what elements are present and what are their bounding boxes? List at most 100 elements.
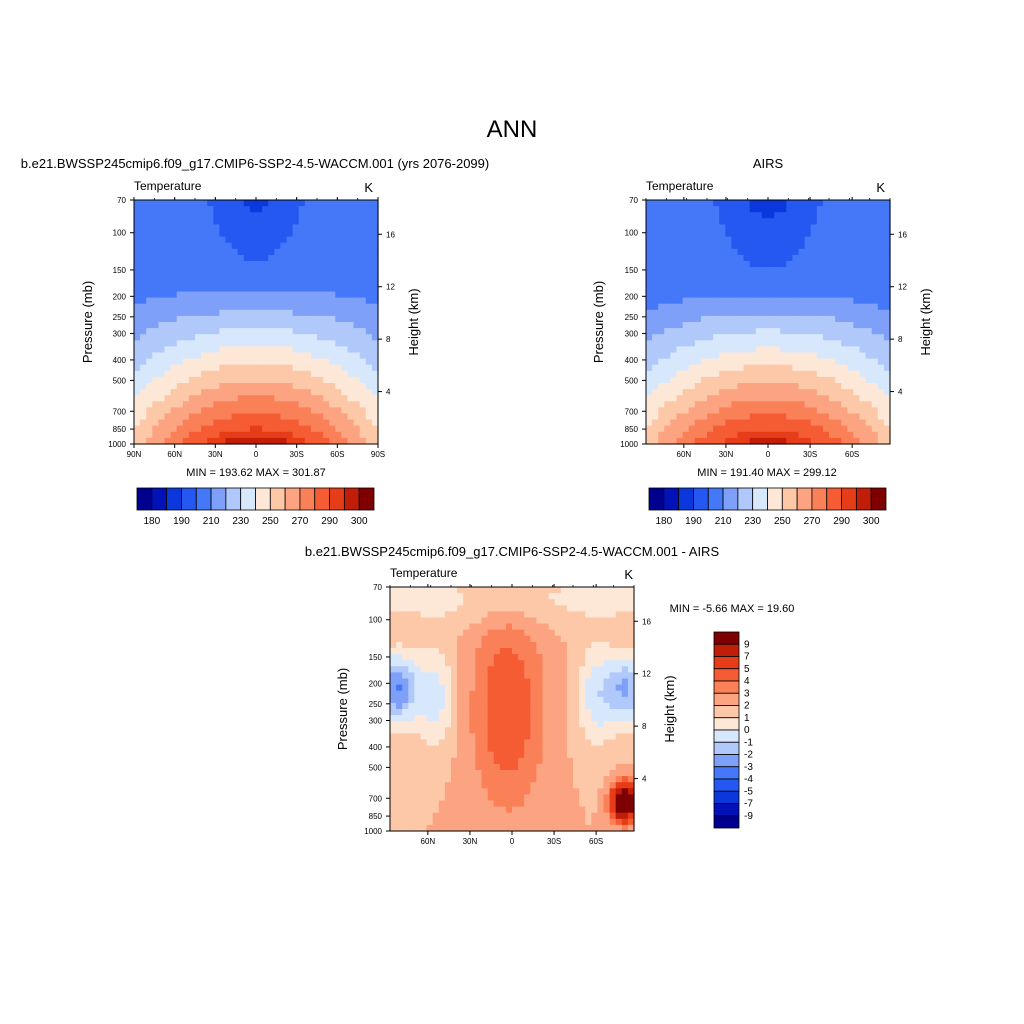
contour-cell <box>457 806 464 814</box>
contour-cell <box>755 200 763 207</box>
contour-cell <box>877 395 885 402</box>
contour-cell <box>621 709 629 716</box>
contour-cell <box>670 346 678 354</box>
contour-cell <box>402 727 409 734</box>
contour-cell <box>822 401 830 408</box>
contour-cell <box>829 413 836 421</box>
contour-cell <box>487 709 495 716</box>
contour-cell <box>457 757 464 765</box>
contour-cell <box>146 407 153 415</box>
contour-cell <box>262 291 269 299</box>
contour-cell <box>835 395 842 402</box>
contour-cell <box>585 702 592 710</box>
contour-cell <box>213 230 220 238</box>
contour-cell <box>542 672 550 680</box>
contour-cell <box>865 303 873 311</box>
contour-cell <box>688 352 696 360</box>
contour-cell <box>731 291 739 299</box>
contour-cell <box>420 629 428 637</box>
contour-cell <box>298 297 306 305</box>
contour-cell <box>542 623 550 631</box>
contour-cell <box>353 230 361 238</box>
contour-cell <box>359 291 367 299</box>
contour-cell <box>323 309 330 317</box>
contour-cell <box>353 364 361 372</box>
contour-cell <box>390 696 397 704</box>
contour-cell <box>317 425 324 433</box>
contour-cell <box>274 254 281 262</box>
contour-cell <box>207 200 214 207</box>
contour-cell <box>694 285 702 293</box>
contour-cell <box>420 782 428 789</box>
contour-cell <box>140 346 147 354</box>
contour-cell <box>353 224 361 232</box>
contour-cell <box>341 340 349 347</box>
contour-cell <box>243 358 251 366</box>
contour-cell <box>688 437 696 445</box>
contour-cell <box>518 684 525 692</box>
contour-cell <box>414 641 422 649</box>
contour-cell <box>457 660 464 667</box>
contour-cell <box>182 200 190 207</box>
contour-cell <box>798 285 806 293</box>
contour-cell <box>268 322 275 329</box>
contour-cell <box>627 782 635 789</box>
contour-cell <box>365 334 373 341</box>
contour-cell <box>341 395 349 402</box>
contour-cell <box>560 593 568 600</box>
contour-cell <box>347 206 355 213</box>
contour-cell <box>505 611 513 619</box>
contour-cell <box>188 389 196 396</box>
contour-cell <box>865 437 873 445</box>
contour-cell <box>444 599 452 606</box>
contour-cell <box>847 279 854 286</box>
contour-cell <box>780 431 787 439</box>
contour-cell <box>822 236 830 244</box>
contour-cell <box>859 297 867 305</box>
contour-cell <box>280 254 288 262</box>
contour-cell <box>670 370 678 378</box>
contour-cell <box>560 660 568 667</box>
contour-cell <box>859 346 867 354</box>
contour-cell <box>609 763 617 771</box>
contour-cell <box>323 267 330 274</box>
contour-cell <box>548 788 556 795</box>
contour-cell <box>402 812 409 820</box>
contour-cell <box>774 364 781 372</box>
contour-cell <box>444 794 452 802</box>
contour-cell <box>237 364 245 372</box>
contour-cell <box>426 672 434 680</box>
contour-cell <box>871 431 879 439</box>
contour-cell <box>317 389 324 396</box>
contour-cell <box>457 788 464 795</box>
contour-cell <box>487 648 495 655</box>
contour-cell <box>158 218 166 225</box>
contour-cell <box>353 279 361 286</box>
colorbar-swatch <box>693 487 709 511</box>
contour-cell <box>768 431 775 439</box>
contour-cell <box>201 285 208 293</box>
contour-cell <box>353 383 361 390</box>
contour-cell <box>621 788 629 795</box>
contour-cell <box>463 678 470 686</box>
contour-cell <box>859 224 867 232</box>
contour-cell <box>207 352 214 360</box>
contour-cell <box>268 431 275 439</box>
contour-cell <box>207 376 214 384</box>
contour-cell <box>780 437 787 445</box>
contour-cell <box>688 230 696 238</box>
contour-cell <box>237 389 245 396</box>
contour-cell <box>475 666 483 673</box>
contour-cell <box>469 587 476 594</box>
contour-cell <box>792 309 800 317</box>
contour-cell <box>414 818 422 826</box>
contour-cell <box>152 346 159 354</box>
contour-cell <box>743 413 751 421</box>
contour-cell <box>883 291 891 299</box>
contour-cell <box>579 794 586 802</box>
contour-cell <box>560 617 568 625</box>
contour-cell <box>700 364 708 372</box>
contour-cell <box>554 763 562 771</box>
contour-cell <box>597 770 605 777</box>
contour-cell <box>195 236 202 244</box>
